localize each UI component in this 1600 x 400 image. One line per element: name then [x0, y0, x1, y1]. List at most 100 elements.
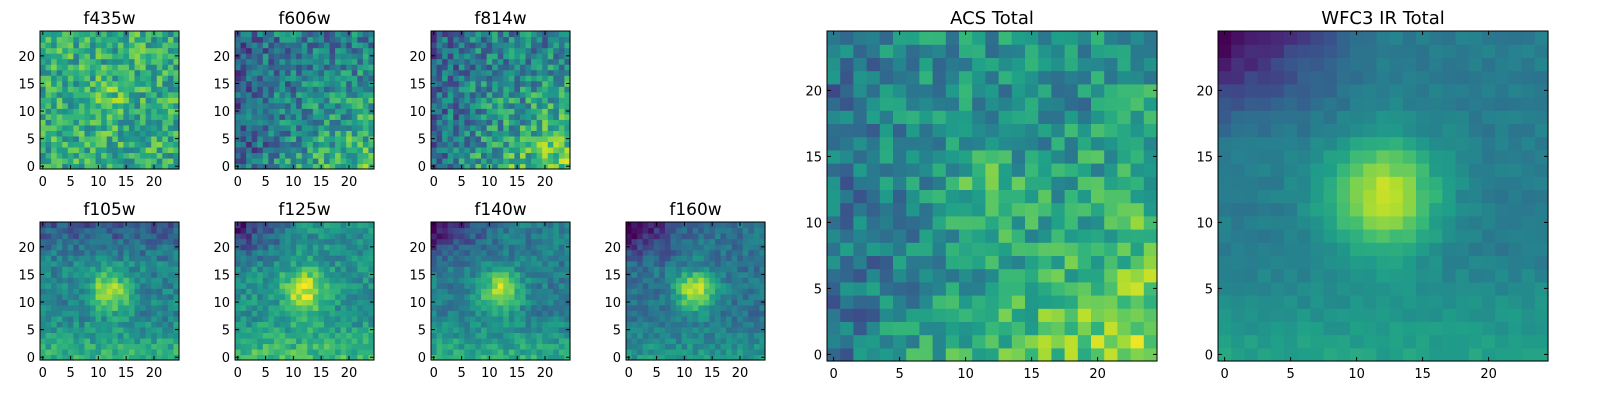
heatmap-cell	[442, 260, 449, 267]
heatmap-cell	[90, 102, 97, 109]
heatmap-cell	[235, 315, 242, 322]
heatmap-cell	[503, 64, 510, 71]
heatmap-cell	[357, 326, 364, 333]
heatmap-cell	[731, 244, 738, 251]
heatmap-cell	[536, 86, 543, 93]
heatmap-cell	[357, 244, 364, 251]
heatmap-cell	[273, 244, 281, 251]
heatmap-cell	[112, 163, 119, 170]
heatmap-cell	[56, 108, 63, 115]
heatmap-cell	[508, 238, 515, 245]
heatmap-cell	[547, 282, 554, 289]
heatmap-cell	[932, 176, 947, 190]
heatmap-cell	[670, 326, 677, 333]
heatmap-cell	[123, 321, 130, 328]
heatmap-cell	[648, 315, 655, 322]
heatmap-cell	[670, 321, 677, 328]
heatmap-cell	[167, 86, 175, 93]
heatmap-cell	[134, 310, 141, 317]
heatmap-cell	[101, 152, 108, 159]
heatmap-cell	[447, 249, 454, 256]
heatmap-cell	[45, 157, 52, 165]
heatmap-cell	[40, 238, 47, 245]
heatmap-cell	[279, 233, 286, 240]
heatmap-cell	[464, 102, 471, 109]
heatmap-cell	[134, 315, 141, 322]
heatmap-cell	[340, 119, 347, 126]
heatmap-cell	[67, 69, 74, 76]
heatmap-cell	[726, 238, 733, 245]
heatmap-cell	[78, 343, 86, 350]
heatmap-cell	[156, 113, 163, 120]
heatmap-cell	[290, 141, 297, 148]
heatmap-cell	[279, 113, 286, 120]
heatmap-cell	[151, 244, 158, 251]
heatmap-cell	[90, 163, 97, 170]
heatmap-cell	[553, 343, 560, 350]
heatmap-cell	[648, 310, 655, 317]
heatmap-cell	[335, 152, 342, 159]
heatmap-cell	[140, 266, 147, 273]
heatmap-cell	[1104, 163, 1118, 177]
heatmap-cell	[698, 233, 705, 240]
heatmap-cell	[40, 58, 47, 65]
heatmap-cell	[436, 119, 443, 126]
heatmap-cell	[162, 124, 169, 131]
heatmap-cell	[251, 244, 258, 251]
heatmap-cell	[481, 80, 488, 87]
heatmap-cell	[51, 337, 58, 345]
heatmap-cell	[714, 238, 722, 245]
heatmap-cell	[368, 152, 375, 159]
heatmap-cell	[268, 310, 275, 317]
heatmap-cell	[1104, 255, 1118, 270]
heatmap-cell	[290, 238, 297, 245]
heatmap-cell	[167, 260, 175, 267]
heatmap-cell	[167, 141, 175, 148]
heatmap-cell	[296, 80, 303, 87]
heatmap-cell	[503, 222, 510, 229]
heatmap-cell	[351, 271, 358, 278]
heatmap-cell	[547, 332, 554, 339]
heatmap-cell	[140, 255, 147, 262]
heatmap-cell	[553, 157, 560, 165]
heatmap-cell	[257, 233, 264, 240]
heatmap-cell	[173, 222, 180, 229]
heatmap-cell	[301, 348, 308, 356]
heatmap-cell	[453, 58, 460, 65]
heatmap-cell	[257, 146, 264, 154]
heatmap-cell	[525, 135, 532, 142]
heatmap-cell	[240, 222, 247, 229]
heatmap-cell	[692, 304, 699, 311]
heatmap-cell	[106, 277, 113, 284]
heatmap-cell	[268, 222, 275, 229]
heatmap-cell	[340, 260, 347, 267]
heatmap-cell	[62, 163, 69, 170]
heatmap-cell	[453, 86, 460, 93]
heatmap-cell	[73, 69, 80, 76]
heatmap-cell	[536, 69, 543, 76]
heatmap-cell	[1077, 321, 1092, 336]
heatmap-cell	[637, 255, 644, 262]
heatmap-cell	[558, 315, 566, 322]
heatmap-cell	[112, 244, 119, 251]
heatmap-cell	[453, 315, 460, 322]
heatmap-cell	[442, 141, 449, 148]
heatmap-cell	[486, 266, 493, 273]
heatmap-cell	[827, 189, 841, 204]
heatmap-cell	[692, 277, 699, 284]
heatmap-cell	[542, 260, 549, 267]
heatmap-cell	[497, 102, 504, 109]
heatmap-cell	[481, 332, 488, 339]
heatmap-cell	[112, 42, 119, 49]
heatmap-cell	[290, 244, 297, 251]
heatmap-cell	[151, 277, 158, 284]
heatmap-cell	[307, 326, 314, 333]
heatmap-cell	[335, 113, 342, 120]
heatmap-cell	[626, 293, 633, 300]
heatmap-cell	[720, 277, 727, 284]
heatmap-cell	[558, 53, 566, 60]
heatmap-cell	[985, 242, 1000, 256]
heatmap-cell	[56, 238, 63, 245]
heatmap-cell	[542, 244, 549, 251]
heatmap-cell	[436, 135, 443, 142]
